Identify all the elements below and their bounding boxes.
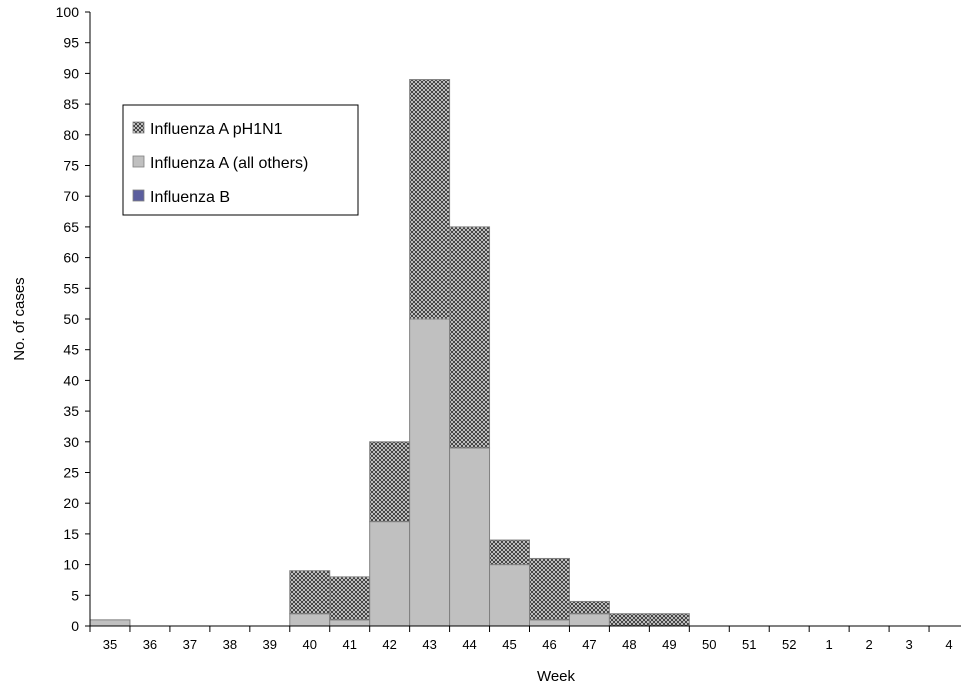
y-tick-label: 65 — [63, 219, 79, 235]
x-tick-label: 49 — [662, 637, 676, 652]
y-tick-label: 50 — [63, 311, 79, 327]
x-tick-label: 50 — [702, 637, 716, 652]
x-tick-label: 37 — [183, 637, 197, 652]
legend: Influenza A pH1N1 Influenza A (all others… — [122, 104, 359, 216]
x-tick-label: 4 — [945, 637, 952, 652]
y-tick-label: 20 — [63, 495, 79, 511]
bar-segment — [369, 521, 411, 627]
legend-swatch — [132, 155, 145, 168]
x-tick-label: 35 — [103, 637, 117, 652]
y-tick-label: 80 — [63, 127, 79, 143]
bar-segment — [289, 570, 331, 615]
y-tick-label: 100 — [56, 4, 80, 20]
y-tick-label: 35 — [63, 403, 79, 419]
bar-segment — [648, 613, 690, 627]
bar-segment — [568, 600, 610, 615]
bar-segment — [489, 539, 530, 566]
bar-segment — [568, 613, 610, 627]
x-tick-label: 48 — [622, 637, 636, 652]
bar-segment — [449, 226, 491, 449]
y-tick-label: 55 — [63, 280, 79, 296]
x-tick-label: 40 — [303, 637, 317, 652]
legend-label: Influenza A (all others) — [150, 155, 308, 172]
plot-area: 0 5 10 15 20 25 30 35 40 45 50 55 60 65 70 75 80 85 90 95 10… — [11, 4, 961, 683]
x-tick-label: 51 — [742, 637, 756, 652]
y-tick-label: 85 — [63, 96, 79, 112]
y-tick-label: 70 — [63, 188, 79, 204]
y-tick-label: 0 — [71, 618, 79, 634]
x-tick-label: 47 — [582, 637, 596, 652]
legend-label: Influenza B — [150, 189, 230, 206]
y-tick-label: 25 — [63, 465, 79, 481]
x-tick-label: 43 — [422, 637, 436, 652]
legend-swatch — [132, 121, 145, 134]
y-tick-label: 60 — [63, 250, 79, 266]
legend-box — [122, 104, 359, 216]
bar-segment — [89, 619, 131, 627]
bar-segment — [289, 613, 331, 627]
x-tick-label: 44 — [462, 637, 476, 652]
bar-segment — [409, 318, 451, 627]
x-tick-label: 41 — [342, 637, 356, 652]
bar-segment — [449, 447, 491, 627]
legend-label: Influenza A pH1N1 — [150, 121, 283, 138]
y-tick-label: 15 — [63, 526, 79, 542]
bar-segment — [529, 619, 570, 627]
y-tick-label: 95 — [63, 35, 79, 51]
y-tick-label: 75 — [63, 158, 79, 174]
x-tick-label: 42 — [382, 637, 396, 652]
bar-segment — [369, 441, 411, 523]
bar-segment — [329, 576, 371, 621]
bar-segment — [409, 79, 451, 320]
x-tick-label: 46 — [542, 637, 556, 652]
x-tick-label: 3 — [905, 637, 912, 652]
x-tick-label: 39 — [263, 637, 277, 652]
x-tick-label: 45 — [502, 637, 516, 652]
x-tick-label: 2 — [865, 637, 872, 652]
y-tick-label: 90 — [63, 65, 79, 81]
legend-swatch — [132, 189, 145, 202]
y-axis-title: No. of cases — [11, 277, 28, 360]
bar-segment — [489, 564, 530, 627]
bar-segment — [608, 613, 650, 627]
x-tick-label: 52 — [782, 637, 796, 652]
bar-segment — [529, 557, 570, 621]
x-axis-title: Week — [537, 668, 576, 683]
bar-segment — [329, 619, 371, 627]
x-tick-label: 36 — [143, 637, 157, 652]
x-tick-label: 1 — [826, 637, 833, 652]
y-tick-label: 40 — [63, 372, 79, 388]
y-tick-label: 45 — [63, 342, 79, 358]
y-tick-label: 30 — [63, 434, 79, 450]
x-tick-label: 38 — [223, 637, 237, 652]
y-tick-label: 5 — [71, 587, 79, 603]
y-tick-label: 10 — [63, 557, 79, 573]
